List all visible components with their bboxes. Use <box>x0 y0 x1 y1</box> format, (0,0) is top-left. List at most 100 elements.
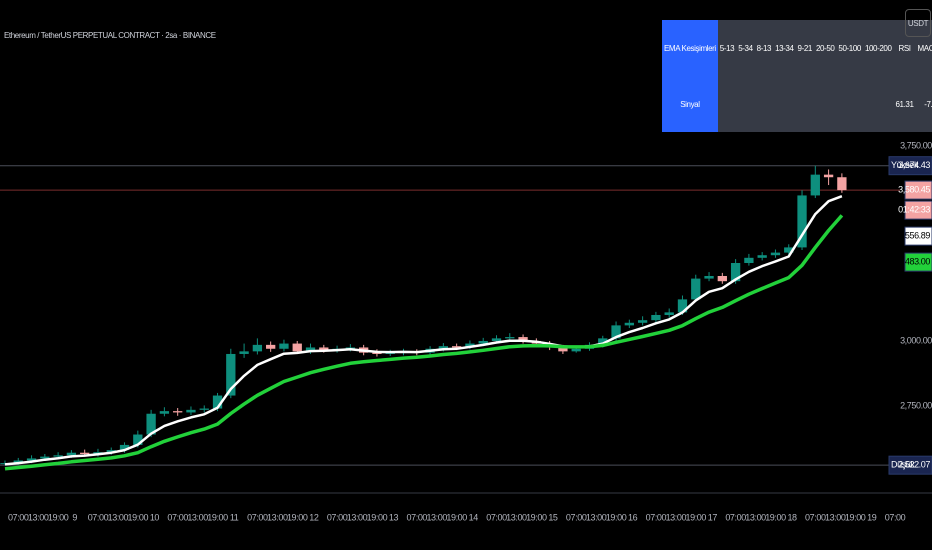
x-tick-label: 13:00 <box>426 512 447 522</box>
y-tick-label: 3,750.00 <box>900 140 932 150</box>
candle-body <box>571 348 581 352</box>
x-tick-label: 07:00 <box>725 512 746 522</box>
x-tick-label: 19:00 <box>48 512 69 522</box>
table-cell <box>796 76 814 132</box>
ema-value: 3,483.00 <box>898 256 930 266</box>
candle-body <box>810 174 820 196</box>
x-tick-label: 19:00 <box>128 512 149 522</box>
candle-body <box>53 455 63 457</box>
x-tick-label: 12 <box>309 512 319 522</box>
candle-body <box>797 195 807 248</box>
table-cell <box>755 76 773 132</box>
table-cell <box>836 76 863 132</box>
candle-body <box>199 408 209 410</box>
candle-body <box>664 312 674 315</box>
currency-button[interactable]: USDT <box>905 9 931 37</box>
x-tick-label: 19:00 <box>207 512 228 522</box>
candle-body <box>451 346 462 348</box>
x-tick-label: 19:00 <box>845 512 866 522</box>
table-cell <box>863 76 894 132</box>
table-cell: 13-34 <box>775 43 794 53</box>
candle-body <box>212 395 223 409</box>
candle-body <box>677 299 688 313</box>
x-tick-label: 07:00 <box>327 512 348 522</box>
candle-body <box>505 337 515 339</box>
y-tick-label: 2,750.00 <box>900 400 932 410</box>
x-tick-label: 9 <box>72 512 77 522</box>
candle-body <box>186 409 196 413</box>
x-tick-label: 19 <box>867 512 877 522</box>
x-tick-label: 07:00 <box>646 512 667 522</box>
x-tick-label: 07:00 <box>486 512 507 522</box>
countdown: 01:42:33 <box>898 204 930 214</box>
candle-body <box>691 278 701 300</box>
candle-body <box>305 347 316 352</box>
x-tick-label: 07:00 <box>566 512 587 522</box>
x-tick-label: 07:00 <box>167 512 188 522</box>
x-tick-label: 15 <box>548 512 558 522</box>
candle-body <box>558 347 568 352</box>
candle-body <box>252 344 263 352</box>
x-tick-label: 07:00 <box>8 512 29 522</box>
candle-body <box>757 255 767 258</box>
table-cell <box>814 76 836 132</box>
candle-body <box>624 322 634 326</box>
table-cell <box>773 76 795 132</box>
x-tick-label: 13:00 <box>745 512 766 522</box>
candle-body <box>80 452 90 455</box>
candle-body <box>438 346 449 349</box>
signal-table: EMA Kesişimleri 5-13 5-34 8-13 13-34 9-21 20-5… <box>662 20 932 132</box>
ema-value: 3,556.89 <box>898 230 930 240</box>
table-row: Sinyal 61.31 -7.74 <box>662 76 932 132</box>
chart-title: Ethereum / TetherUS PERPETUAL CONTRACT ·… <box>4 31 216 40</box>
table-cell: 9-21 <box>797 43 813 53</box>
y-tick-label: 3,000.00 <box>900 335 932 345</box>
table-cell: 50-100 <box>838 43 861 53</box>
candle-body <box>292 343 302 352</box>
x-tick-label: 16 <box>628 512 638 522</box>
table-cell: 61.31 <box>895 99 914 109</box>
candle-body <box>226 353 236 396</box>
table-cell: MACD-H <box>917 43 932 53</box>
x-tick-label: 13:00 <box>267 512 288 522</box>
candle-body <box>13 460 23 464</box>
x-tick-label: 19:00 <box>606 512 627 522</box>
candle-body <box>837 177 847 191</box>
high-name: Yüksek <box>891 160 919 170</box>
candle-body <box>491 338 502 341</box>
table-cell <box>718 76 736 132</box>
candle-body <box>478 340 488 344</box>
candle-body <box>823 174 834 178</box>
x-tick-label: 19:00 <box>685 512 706 522</box>
table-cell: RSI <box>898 43 911 53</box>
last-price: 3,580.45 <box>898 184 930 194</box>
table-row: EMA Kesişimleri 5-13 5-34 8-13 13-34 9-21 20-5… <box>662 20 932 76</box>
x-tick-label: 10 <box>150 512 160 522</box>
x-tick-label: 13:00 <box>108 512 129 522</box>
candle-body <box>106 450 116 453</box>
x-tick-label: 13:00 <box>347 512 368 522</box>
candle-body <box>598 338 608 345</box>
table-cell: 5-13 <box>719 43 735 53</box>
candle-body <box>319 347 329 351</box>
ema-line <box>4 214 844 471</box>
x-tick-label: 07:00 <box>805 512 826 522</box>
x-tick-label: 13 <box>389 512 399 522</box>
x-tick-label: 13:00 <box>187 512 208 522</box>
x-tick-label: 13:00 <box>825 512 846 522</box>
candle-body <box>465 343 475 348</box>
row-label: EMA Kesişimleri <box>662 20 718 76</box>
x-tick-label: 07:00 <box>247 512 268 522</box>
candle-body <box>611 325 621 339</box>
x-tick-label: 13:00 <box>28 512 49 522</box>
low-name: Düşük <box>891 460 915 470</box>
table-cell: 100-200 <box>864 43 892 53</box>
x-tick-label: 19:00 <box>287 512 308 522</box>
x-tick-label: 13:00 <box>506 512 527 522</box>
ema-line <box>4 195 843 466</box>
x-tick-label: 07:00 <box>885 512 906 522</box>
candle-body <box>119 444 130 451</box>
candle-body <box>26 458 37 461</box>
